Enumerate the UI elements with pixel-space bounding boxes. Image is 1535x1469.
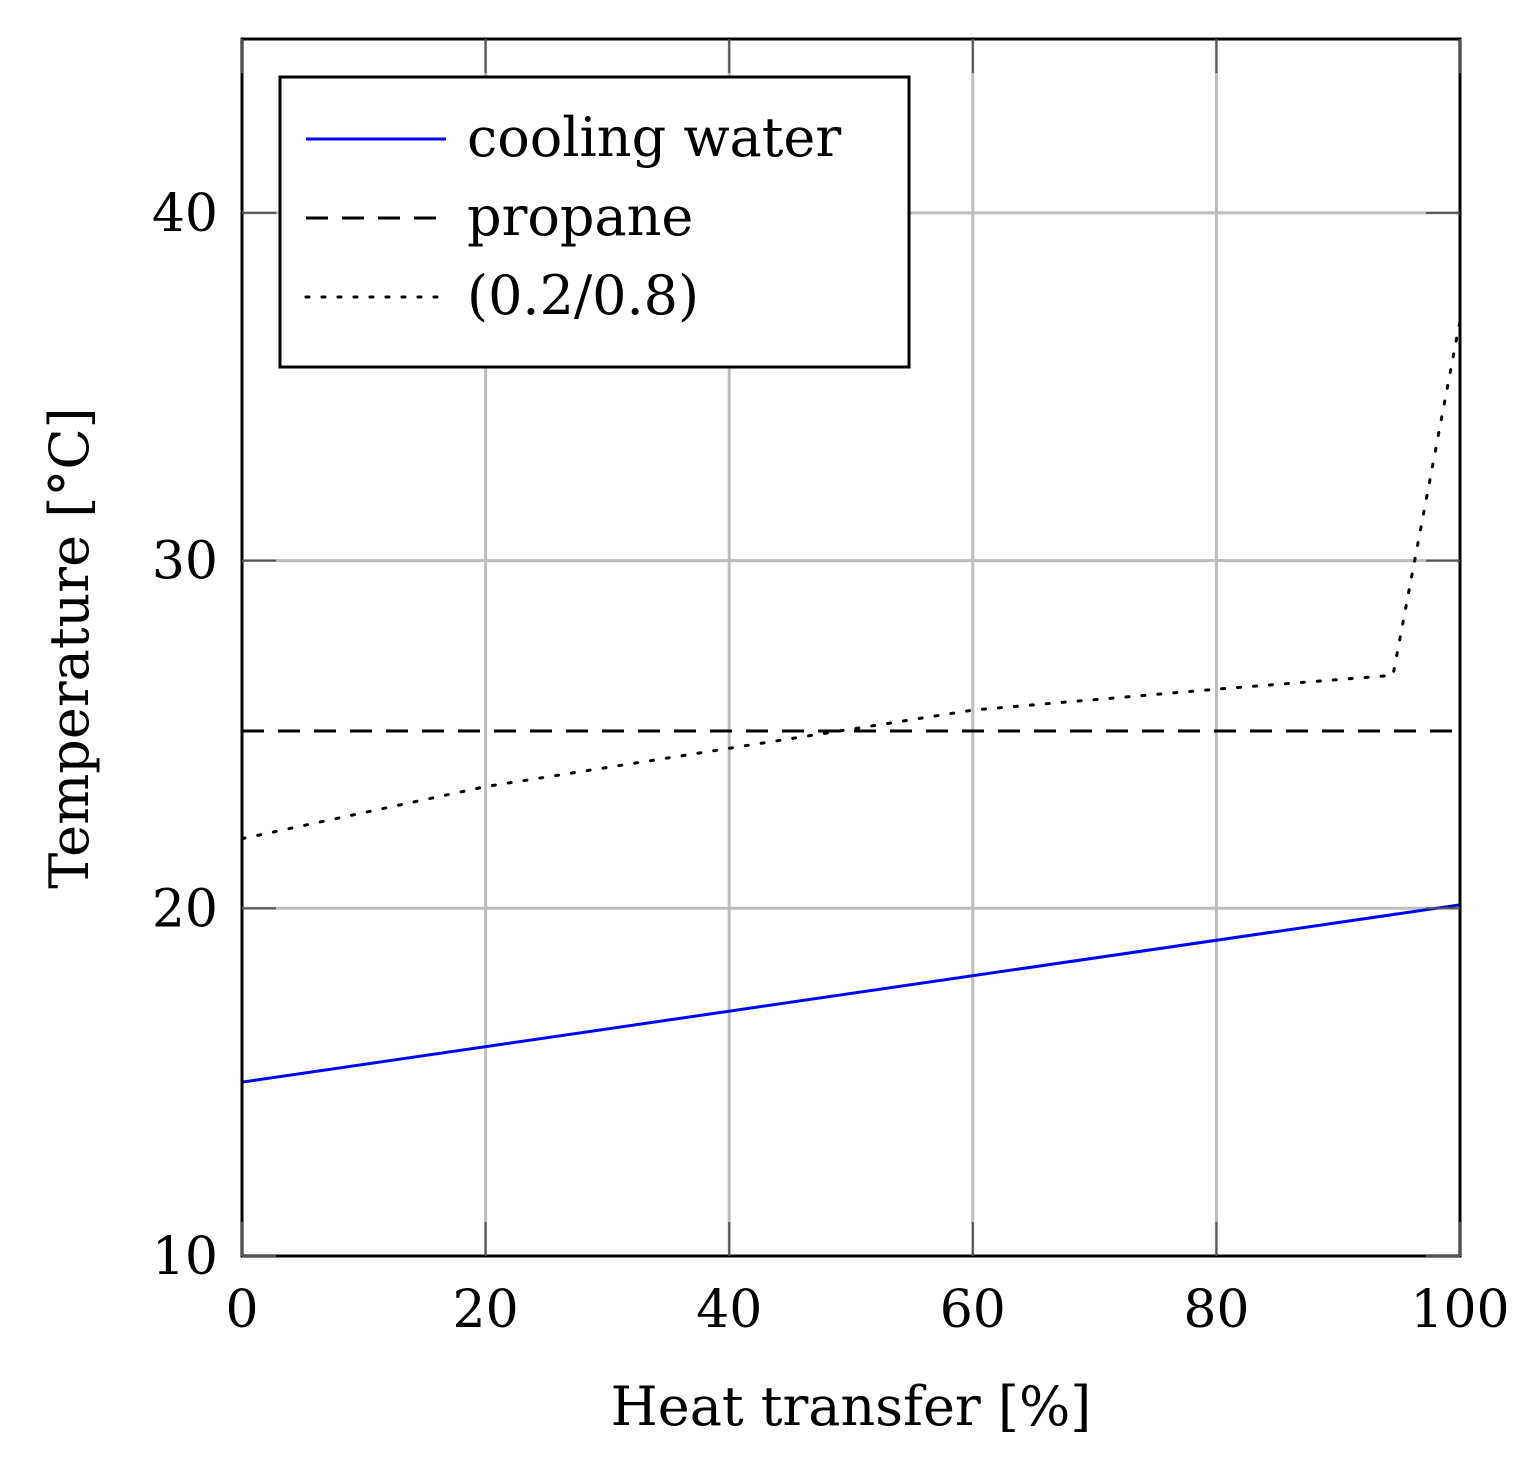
- tick-marks: [241, 39, 1461, 1257]
- y-axis-label: Temperature [°C]: [38, 407, 101, 888]
- series-layer: [240, 319, 1462, 1084]
- y-tick-label: 10: [152, 1227, 218, 1287]
- x-tick-label: 20: [453, 1280, 519, 1340]
- tick-labels: 0 20 40 60 80 100 10 20 30 40: [152, 184, 1510, 1340]
- x-tick-label: 40: [696, 1280, 762, 1340]
- x-axis-label: Heat transfer [%]: [611, 1375, 1092, 1438]
- legend-label-0-2-0-8: (0.2/0.8): [467, 264, 699, 327]
- y-tick-label: 30: [152, 532, 218, 592]
- legend-box: [278, 75, 911, 369]
- x-tick-label: 60: [940, 1280, 1006, 1340]
- x-tick-label: 0: [225, 1280, 258, 1340]
- legend: cooling water propane (0.2/0.8): [278, 75, 911, 369]
- legend-label-cooling-water: cooling water: [467, 106, 841, 169]
- plot-frame: [240, 37, 1462, 1258]
- legend-label-propane: propane: [467, 185, 693, 248]
- series-line-cooling-water: [241, 903, 1461, 1084]
- x-tick-label: 80: [1183, 1280, 1249, 1340]
- x-tick-label: 100: [1410, 1280, 1509, 1340]
- y-tick-label: 20: [152, 879, 218, 939]
- y-tick-label: 40: [152, 184, 218, 244]
